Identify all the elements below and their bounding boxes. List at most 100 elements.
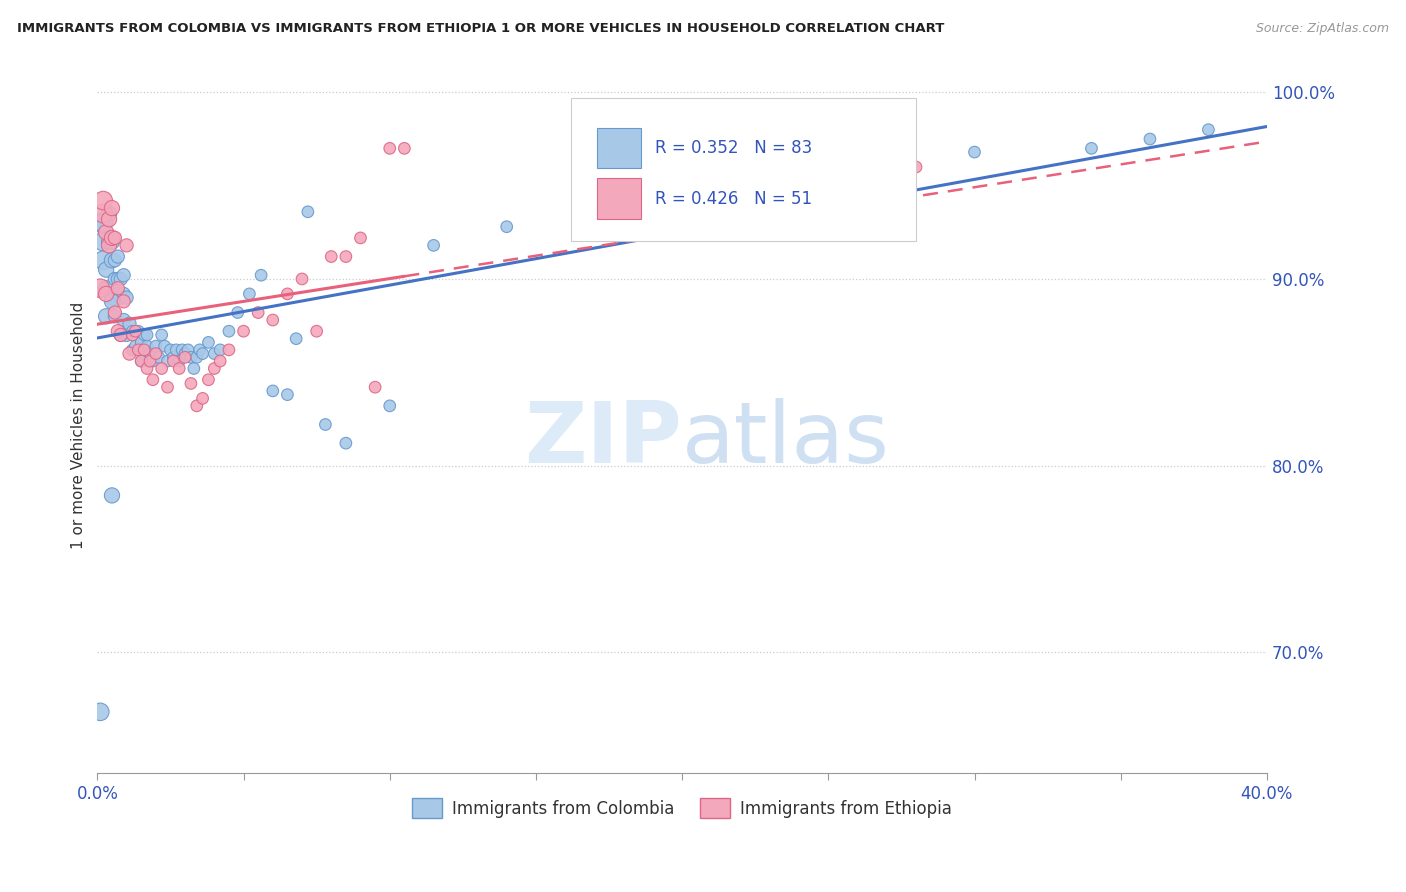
Point	[107, 286, 129, 301]
Point	[202, 346, 225, 360]
Point	[142, 354, 165, 368]
Point	[276, 387, 298, 401]
Point	[134, 327, 156, 342]
Point	[91, 253, 114, 268]
Point	[422, 238, 444, 252]
Text: R = 0.426   N = 51: R = 0.426 N = 51	[655, 189, 813, 208]
Point	[104, 310, 127, 324]
Point	[335, 250, 357, 264]
Point	[98, 207, 121, 221]
Point	[139, 346, 162, 360]
Point	[963, 145, 986, 159]
Point	[104, 272, 127, 286]
Point	[110, 291, 132, 305]
Point	[124, 324, 146, 338]
Point	[110, 272, 132, 286]
Point	[139, 354, 162, 368]
Point	[285, 332, 308, 346]
Point	[165, 343, 187, 357]
Point	[183, 361, 205, 376]
Point	[91, 207, 114, 221]
Point	[321, 250, 343, 264]
Point	[167, 354, 190, 368]
Point	[89, 216, 111, 230]
Point	[121, 327, 143, 342]
Legend: Immigrants from Colombia, Immigrants from Ethiopia: Immigrants from Colombia, Immigrants fro…	[406, 792, 959, 824]
Point	[378, 141, 401, 155]
Point	[94, 281, 117, 295]
Point	[101, 253, 124, 268]
Point	[209, 343, 232, 357]
Text: atlas: atlas	[682, 398, 890, 481]
Point	[112, 294, 135, 309]
Point	[186, 351, 208, 365]
Point	[98, 235, 121, 249]
Point	[167, 361, 190, 376]
Point	[335, 436, 357, 450]
Point	[118, 317, 141, 331]
Point	[1139, 132, 1161, 146]
Point	[129, 354, 152, 368]
Point	[394, 141, 416, 155]
Point	[101, 291, 124, 305]
Point	[94, 262, 117, 277]
Point	[98, 238, 121, 252]
Text: ZIP: ZIP	[524, 398, 682, 481]
Point	[129, 335, 152, 350]
Point	[1080, 141, 1102, 155]
Point	[101, 294, 124, 309]
Point	[174, 346, 197, 360]
Point	[124, 339, 146, 353]
Point	[91, 194, 114, 208]
Point	[110, 327, 132, 342]
Point	[817, 163, 839, 178]
Point	[197, 335, 219, 350]
Point	[107, 324, 129, 338]
Point	[172, 343, 194, 357]
Point	[115, 327, 138, 342]
Point	[136, 361, 159, 376]
Point	[145, 339, 167, 353]
Point	[226, 305, 249, 319]
Point	[89, 281, 111, 295]
Point	[495, 219, 517, 234]
Point	[297, 204, 319, 219]
Point	[115, 238, 138, 252]
Point	[156, 354, 179, 368]
Point	[107, 272, 129, 286]
Point	[641, 182, 664, 196]
Point	[162, 351, 184, 365]
Point	[112, 313, 135, 327]
Point	[91, 216, 114, 230]
Point	[134, 346, 156, 360]
Point	[218, 324, 240, 338]
Point	[101, 231, 124, 245]
Point	[121, 324, 143, 338]
Point	[150, 327, 173, 342]
Point	[115, 291, 138, 305]
Point	[174, 351, 197, 365]
Point	[110, 327, 132, 342]
FancyBboxPatch shape	[596, 128, 641, 168]
Point	[364, 380, 387, 394]
Point	[127, 343, 149, 357]
Point	[378, 399, 401, 413]
Point	[218, 343, 240, 357]
Point	[142, 373, 165, 387]
Point	[156, 380, 179, 394]
Point	[291, 272, 314, 286]
Point	[209, 354, 232, 368]
Point	[191, 392, 214, 406]
Point	[905, 160, 928, 174]
Point	[262, 313, 284, 327]
Text: Source: ZipAtlas.com: Source: ZipAtlas.com	[1256, 22, 1389, 36]
Point	[91, 235, 114, 249]
Point	[1197, 122, 1219, 136]
Point	[250, 268, 273, 283]
Point	[276, 286, 298, 301]
Point	[232, 324, 254, 338]
FancyBboxPatch shape	[596, 178, 641, 219]
Point	[197, 373, 219, 387]
Point	[101, 201, 124, 215]
Point	[107, 250, 129, 264]
